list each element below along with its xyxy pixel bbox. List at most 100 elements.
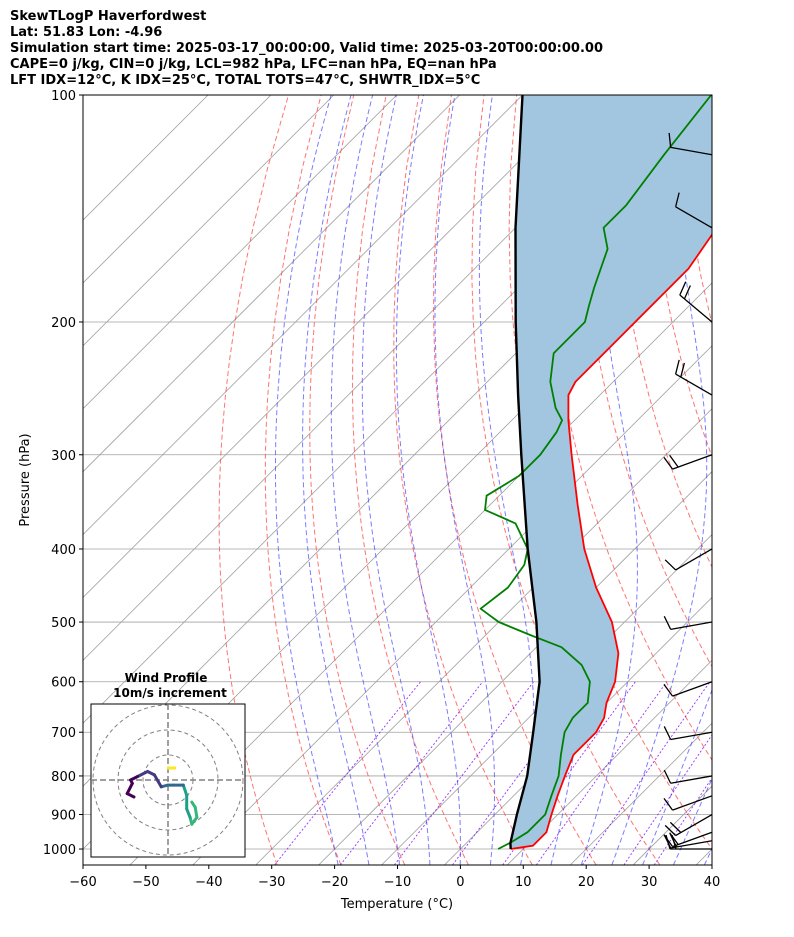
dry-adiabat (646, 95, 712, 458)
x-tick-label: 0 (456, 875, 464, 890)
inset-subtitle: 10m/s increment (113, 686, 227, 700)
barb-flag (663, 769, 672, 784)
series-parcel-line (509, 95, 541, 850)
barb-staff (670, 621, 713, 630)
barb-staff (670, 146, 713, 156)
reference-lines (218, 95, 794, 865)
isotherm-line (83, 95, 398, 410)
barb-staff (670, 731, 713, 741)
moist-adiabat (395, 95, 461, 865)
y-tick-label: 500 (51, 616, 76, 631)
moist-adiabat (611, 95, 708, 865)
dry-adiabat (351, 95, 469, 865)
moist-adiabat (642, 688, 712, 865)
mixing-ratio-line (582, 681, 711, 865)
wind-barb (674, 359, 713, 396)
wind-barb (663, 795, 713, 811)
barb-staff (672, 681, 713, 697)
dry-adiabat (309, 95, 406, 865)
barb-flag (683, 285, 691, 300)
wind-barbs (663, 132, 713, 850)
barb-staff (670, 775, 713, 784)
barb-staff (675, 373, 713, 396)
moist-adiabat (275, 95, 339, 865)
barb-flag (669, 821, 682, 833)
barb-flag (663, 615, 672, 630)
barb-flag (663, 726, 672, 740)
moist-adiabat (703, 847, 712, 865)
isotherm-line (759, 95, 794, 865)
barb-flag (668, 132, 672, 148)
barb-flag (663, 834, 674, 847)
mixing-ratio-line (394, 681, 534, 865)
barb-flag (669, 832, 679, 845)
hodograph-segment (135, 770, 150, 779)
mixing-ratio-line (653, 777, 712, 865)
y-tick-label: 200 (51, 316, 76, 331)
wind-barb (663, 769, 713, 784)
y-axis-label: Pressure (hPa) (18, 433, 33, 526)
dry-adiabat (433, 95, 597, 865)
isotherm-line (381, 533, 712, 865)
barb-staff (675, 548, 713, 571)
hodograph-segment (193, 805, 199, 819)
dry-adiabat (711, 95, 712, 101)
wind-barb (664, 813, 713, 837)
series-temperature-line (510, 233, 712, 850)
wind-barb (663, 681, 713, 697)
isotherm-line (83, 95, 586, 598)
y-tick-label: 1000 (43, 843, 76, 858)
x-tick-label: −60 (69, 875, 96, 890)
y-tick-label: 700 (51, 726, 76, 741)
barb-flag (679, 281, 687, 296)
wind-barb (664, 548, 713, 571)
barb-flag (664, 824, 677, 836)
barb-staff (672, 795, 713, 811)
barb-staff (675, 206, 713, 229)
time-line: Simulation start time: 2025-03-17_00:00:… (10, 41, 603, 56)
isotherm-line (83, 95, 272, 284)
wind-barb (674, 192, 713, 229)
x-axis-label: Temperature (°C) (340, 897, 453, 912)
y-tick-label: 600 (51, 676, 76, 691)
x-tick-label: −40 (195, 875, 222, 890)
moist-adiabat (361, 95, 431, 865)
x-tick-label: −20 (321, 875, 348, 890)
dry-adiabat (579, 95, 712, 668)
chart-title: SkewTLogP Haverfordwest (10, 9, 207, 24)
moist-adiabat (330, 95, 400, 865)
barb-flag (680, 362, 685, 378)
y-tick-label: 300 (51, 449, 76, 464)
x-tick-label: 30 (641, 875, 658, 890)
dry-adiabat (218, 95, 289, 865)
x-tick-label: 40 (704, 875, 721, 890)
wind-barb (663, 831, 713, 848)
dry-adiabat (264, 95, 342, 865)
hodograph-inset: Wind Profile 10m/s increment (90, 671, 246, 858)
isotherm-line (192, 345, 712, 865)
mixing-ratio-line (535, 681, 668, 865)
wind-barb (668, 132, 713, 156)
moist-adiabat (302, 95, 370, 865)
x-tick-label: 20 (578, 875, 595, 890)
moist-adiabat (672, 777, 712, 865)
barb-staff (672, 831, 713, 848)
barb-flag (664, 559, 677, 571)
moist-adiabat (580, 95, 638, 865)
barb-flag (669, 454, 679, 468)
cape-cin-shading (510, 95, 712, 849)
hodograph-segment (181, 783, 189, 797)
barb-flag (663, 456, 674, 470)
isotherm-line (569, 722, 712, 865)
y-tick-label: 400 (51, 543, 76, 558)
barb-flag (663, 797, 674, 811)
y-tick-label: 100 (51, 89, 76, 104)
isotherm-line (255, 408, 712, 865)
dry-adiabat (745, 95, 794, 865)
x-tick-label: −30 (258, 875, 285, 890)
x-tick-label: −50 (132, 875, 159, 890)
hodograph-segment (152, 773, 163, 789)
barb-staff (679, 294, 713, 323)
hodograph-segment (125, 792, 136, 799)
